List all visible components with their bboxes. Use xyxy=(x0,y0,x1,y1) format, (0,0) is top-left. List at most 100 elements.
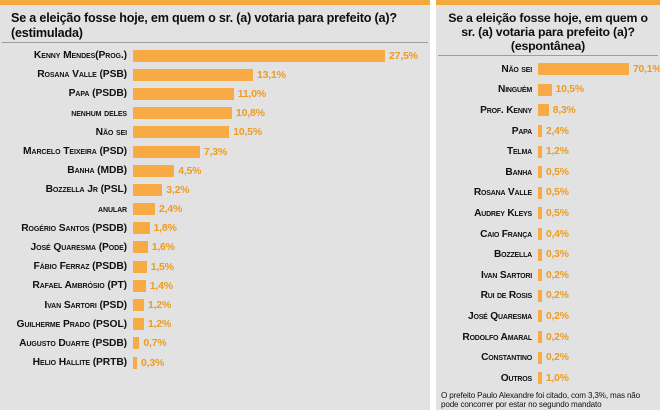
left-value-bar xyxy=(133,279,146,292)
left-value-label: 11,0% xyxy=(237,87,266,100)
right-category-label: Prof. Kenny xyxy=(480,104,532,116)
bar-row: Banha 0,5% xyxy=(436,162,660,183)
left-value-label: 27,5% xyxy=(389,49,418,62)
right-value-label: 0,3% xyxy=(546,249,569,261)
left-value-bar xyxy=(133,107,232,120)
left-value-bar xyxy=(133,49,385,62)
left-category-label: Não sei xyxy=(95,126,127,138)
right-category-label: Banha xyxy=(505,166,532,178)
bar-zone: 2,4% xyxy=(133,203,430,216)
right-category-label: Audrey Kleys xyxy=(474,207,532,219)
bar-zone: 0,2% xyxy=(538,331,660,344)
bar-zone: 0,3% xyxy=(538,248,660,261)
bar-row: Rodolfo Amaral 0,2% xyxy=(436,327,660,348)
left-category-label: Marcelo Teixeira (PSD) xyxy=(23,146,127,158)
right-value-bar xyxy=(538,104,549,117)
left-value-bar xyxy=(133,337,140,350)
left-title-container: Se a eleição fosse hoje, em quem o sr. (… xyxy=(2,5,428,43)
left-category-label: Guilherme Prado (PSOL) xyxy=(16,318,128,330)
bar-row: Papa (PSDB) 11,0% xyxy=(0,84,430,103)
right-category-label: Rui de Rosis xyxy=(480,290,533,302)
right-value-label: 0,2% xyxy=(546,269,569,281)
bar-zone: 2,4% xyxy=(538,125,660,138)
right-category-label: Bozzella xyxy=(493,249,532,261)
right-value-label: 1,0% xyxy=(546,372,569,384)
right-value-label: 8,3% xyxy=(552,104,576,116)
bar-row: Marcelo Teixeira (PSD) 7,3% xyxy=(0,142,430,161)
bar-row: Guilherme Prado (PSOL) 1,2% xyxy=(0,315,430,334)
bar-row: Bozzella Jr (PSL) 3,2% xyxy=(0,180,430,199)
bar-zone: 8,3% xyxy=(538,104,660,117)
bar-row: Prof. Kenny 8,3% xyxy=(436,100,660,121)
bar-row: Constantino 0,2% xyxy=(436,347,660,368)
bar-zone: 7,3% xyxy=(133,145,430,158)
left-value-label: 0,7% xyxy=(143,337,167,350)
left-value-label: 7,3% xyxy=(203,145,228,158)
right-value-bar xyxy=(538,228,542,241)
bar-zone: 0,2% xyxy=(538,310,660,323)
left-value-label: 1,4% xyxy=(149,279,173,292)
left-value-label: 3,2% xyxy=(166,183,190,196)
bar-row: Bozzella 0,3% xyxy=(436,244,660,265)
bar-row: José Quaresma (Pode) 1,6% xyxy=(0,238,430,257)
bar-zone: 0,5% xyxy=(538,186,660,199)
right-value-label: 0,2% xyxy=(546,331,569,343)
right-value-label: 0,5% xyxy=(546,187,569,199)
left-value-bar xyxy=(133,164,175,177)
bar-row: Ivan Sartori (PSD) 1,2% xyxy=(0,295,430,314)
left-value-label: 1,8% xyxy=(153,222,177,235)
left-value-bar xyxy=(133,126,230,139)
bar-zone: 13,1% xyxy=(133,68,430,81)
right-value-label: 0,5% xyxy=(546,207,569,219)
right-category-label: Caio França xyxy=(480,228,532,240)
bar-zone: 0,7% xyxy=(133,337,430,350)
right-value-bar xyxy=(538,248,542,261)
right-value-bar xyxy=(538,186,542,199)
bar-zone: 0,2% xyxy=(538,289,660,302)
bar-row: Ninguém 10,5% xyxy=(436,80,660,101)
left-value-bar xyxy=(133,260,147,273)
right-value-bar xyxy=(538,351,542,364)
left-value-label: 1,2% xyxy=(148,299,172,312)
bar-row: Rui de Rosis 0,2% xyxy=(436,286,660,307)
right-value-bar xyxy=(538,207,542,220)
bar-zone: 10,5% xyxy=(133,126,430,139)
bar-zone: 0,2% xyxy=(538,269,660,282)
left-value-label: 4,5% xyxy=(178,164,202,177)
accent-strip-right xyxy=(436,0,660,5)
bar-row: José Quaresma 0,2% xyxy=(436,306,660,327)
footnote: O prefeito Paulo Alexandre foi citado, c… xyxy=(441,390,641,410)
right-value-label: 0,4% xyxy=(546,228,569,240)
left-category-label: Fábio Ferraz (PSDB) xyxy=(33,261,128,273)
bar-zone: 1,2% xyxy=(133,318,430,331)
left-category-label: Helio Hallite (PRTB) xyxy=(32,357,127,369)
right-value-label: 0,2% xyxy=(546,352,569,364)
bar-row: Rosana Valle 0,5% xyxy=(436,183,660,204)
right-value-label: 1,2% xyxy=(546,146,569,158)
left-category-label: Rafael Ambrósio (PT) xyxy=(32,280,127,292)
bar-row: Não sei 70,1% xyxy=(436,59,660,80)
bar-zone: 1,2% xyxy=(133,299,430,312)
right-category-label: Ninguém xyxy=(498,84,532,96)
left-value-bar xyxy=(133,318,144,331)
bar-row: Rosana Valle (PSB) 13,1% xyxy=(0,65,430,84)
bar-row: Telma 1,2% xyxy=(436,141,660,162)
right-value-label: 0,5% xyxy=(546,166,569,178)
accent-strip-left xyxy=(0,0,430,5)
bar-row: Caio França 0,4% xyxy=(436,224,660,245)
right-value-bar xyxy=(538,166,542,179)
left-value-bar xyxy=(133,299,144,312)
left-value-bar xyxy=(133,145,200,158)
bar-row: Banha (MDB) 4,5% xyxy=(0,161,430,180)
left-category-label: Rogério Santos (PSDB) xyxy=(21,222,127,234)
left-category-label: Augusto Duarte (PSDB) xyxy=(19,337,127,349)
bar-row: Rogério Santos (PSDB) 1,8% xyxy=(0,219,430,238)
left-value-label: 0,3% xyxy=(141,356,165,369)
right-value-bar xyxy=(538,63,629,76)
right-category-label: Papa xyxy=(511,125,532,137)
left-value-label: 1,6% xyxy=(151,241,175,254)
right-category-label: Constantino xyxy=(481,352,532,364)
left-value-bar xyxy=(133,241,148,254)
right-value-bar xyxy=(538,269,542,282)
right-category-label: Telma xyxy=(506,146,532,158)
